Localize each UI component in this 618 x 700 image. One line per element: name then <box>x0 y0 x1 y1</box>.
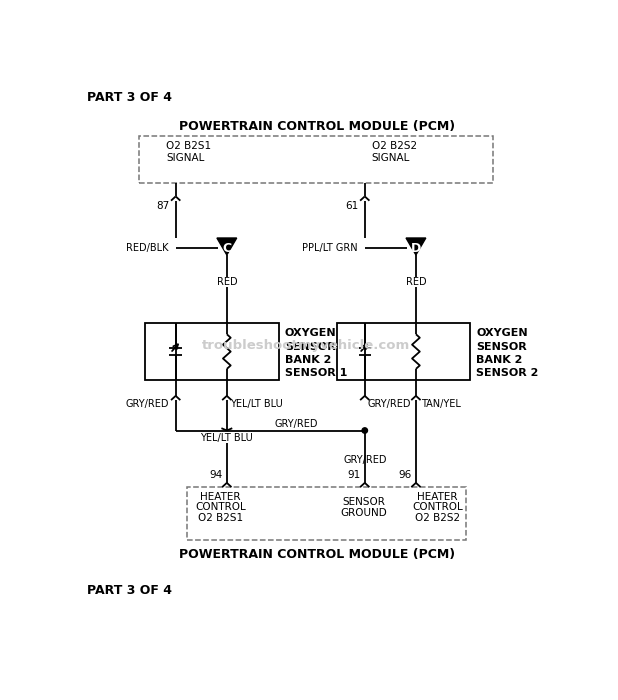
Bar <box>187 487 467 540</box>
Text: HEATER: HEATER <box>417 491 458 502</box>
Text: PART 3 OF 4: PART 3 OF 4 <box>87 90 172 104</box>
Text: GROUND: GROUND <box>341 508 387 518</box>
Text: 61: 61 <box>345 201 358 211</box>
Text: O2 B2S2: O2 B2S2 <box>415 513 460 524</box>
Text: troubleshootmyvehicle.com: troubleshootmyvehicle.com <box>201 340 410 352</box>
Text: TAN/YEL: TAN/YEL <box>421 399 461 409</box>
Text: RED/BLK: RED/BLK <box>126 243 169 253</box>
Text: O2 B2S2
SIGNAL: O2 B2S2 SIGNAL <box>372 141 417 162</box>
Bar <box>337 323 470 381</box>
Text: 96: 96 <box>398 470 411 480</box>
Text: BANK 2: BANK 2 <box>285 355 331 365</box>
Text: POWERTRAIN CONTROL MODULE (PCM): POWERTRAIN CONTROL MODULE (PCM) <box>179 548 455 561</box>
Text: SENSOR: SENSOR <box>342 497 386 507</box>
Bar <box>145 323 279 381</box>
Text: SENSOR: SENSOR <box>285 342 336 351</box>
Text: D: D <box>411 241 421 255</box>
Text: YEL/LT BLU: YEL/LT BLU <box>200 433 253 443</box>
Text: O2 B2S1
SIGNAL: O2 B2S1 SIGNAL <box>166 141 211 162</box>
Polygon shape <box>406 238 426 255</box>
Text: GRY/RED: GRY/RED <box>126 399 169 409</box>
Text: PART 3 OF 4: PART 3 OF 4 <box>87 584 172 597</box>
Text: 91: 91 <box>347 470 360 480</box>
Text: GRY/RED: GRY/RED <box>368 399 412 409</box>
Text: GRY/RED: GRY/RED <box>343 455 386 465</box>
Text: SENSOR 2: SENSOR 2 <box>476 368 539 378</box>
Text: SENSOR 1: SENSOR 1 <box>285 368 347 378</box>
Text: PPL/LT GRN: PPL/LT GRN <box>302 243 358 253</box>
Text: 87: 87 <box>156 201 169 211</box>
Text: RED: RED <box>216 277 237 287</box>
Text: O2 B2S1: O2 B2S1 <box>198 513 243 524</box>
Bar <box>139 136 493 183</box>
Text: C: C <box>222 241 231 255</box>
Text: 94: 94 <box>209 470 222 480</box>
Text: CONTROL: CONTROL <box>412 503 463 512</box>
Text: RED: RED <box>405 277 426 287</box>
Circle shape <box>362 428 368 433</box>
Text: OXYGEN: OXYGEN <box>476 328 528 339</box>
Text: BANK 2: BANK 2 <box>476 355 523 365</box>
Polygon shape <box>217 238 237 255</box>
Text: CONTROL: CONTROL <box>195 503 246 512</box>
Text: YEL/LT BLU: YEL/LT BLU <box>230 399 282 409</box>
Text: OXYGEN: OXYGEN <box>285 328 337 339</box>
Text: POWERTRAIN CONTROL MODULE (PCM): POWERTRAIN CONTROL MODULE (PCM) <box>179 120 455 133</box>
Text: HEATER: HEATER <box>200 491 241 502</box>
Text: SENSOR: SENSOR <box>476 342 527 351</box>
Text: GRY/RED: GRY/RED <box>274 419 318 429</box>
